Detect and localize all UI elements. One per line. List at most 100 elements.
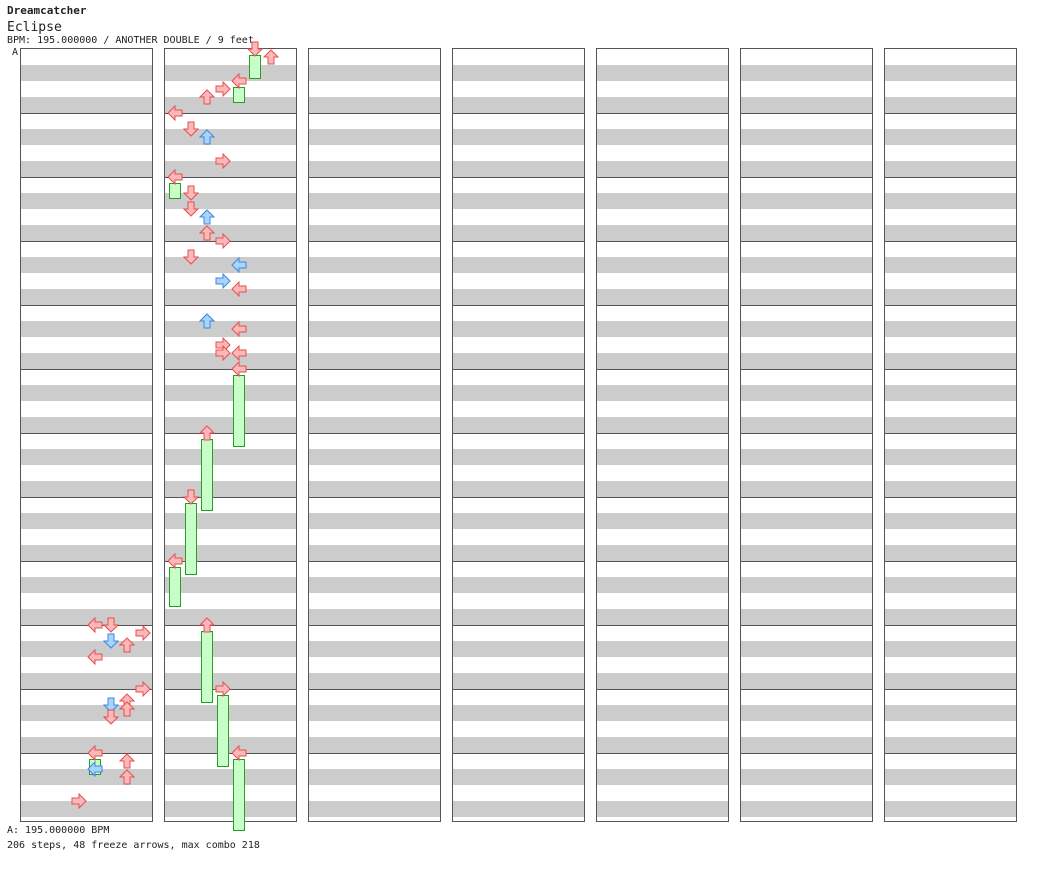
beat-stripe [453, 161, 584, 177]
beat-stripe [309, 161, 440, 177]
beat-stripe [453, 513, 584, 529]
beat-stripe [21, 801, 152, 817]
left-arrow-icon [231, 72, 247, 93]
measure-line [309, 113, 440, 114]
chart-column [452, 48, 585, 822]
right-arrow-icon [135, 680, 151, 701]
measure-line [453, 753, 584, 754]
left-arrow-icon [231, 320, 247, 341]
beat-stripe [597, 449, 728, 465]
measure-line [21, 561, 152, 562]
artist-name: Dreamcatcher [7, 4, 87, 17]
beat-stripe [453, 353, 584, 369]
beat-stripe [885, 129, 1016, 145]
beat-stripe [165, 289, 296, 305]
beat-stripe [597, 577, 728, 593]
measure-line [309, 753, 440, 754]
up-arrow-icon [118, 637, 136, 657]
measure-line [885, 561, 1016, 562]
freeze-arrow-icon [217, 695, 229, 767]
up-arrow-icon [118, 769, 136, 789]
beat-stripe [741, 161, 872, 177]
measure-line [309, 305, 440, 306]
measure-line [309, 689, 440, 690]
measure-line [21, 689, 152, 690]
beat-stripe [597, 65, 728, 81]
beat-stripe [597, 257, 728, 273]
measure-line [453, 625, 584, 626]
measure-line [885, 177, 1016, 178]
measure-line [741, 561, 872, 562]
up-arrow-icon [198, 425, 216, 445]
beat-stripe [21, 257, 152, 273]
beat-stripe [309, 705, 440, 721]
measure-line [453, 113, 584, 114]
beat-stripe [741, 417, 872, 433]
beat-stripe [165, 673, 296, 689]
up-arrow-icon [198, 225, 216, 245]
beat-stripe [597, 193, 728, 209]
measure-line [309, 241, 440, 242]
right-arrow-icon [215, 232, 231, 253]
measure-line [453, 369, 584, 370]
beat-stripe [741, 513, 872, 529]
beat-stripe [741, 225, 872, 241]
right-arrow-icon [135, 624, 151, 645]
beat-stripe [165, 449, 296, 465]
measure-line [741, 113, 872, 114]
beat-stripe [453, 97, 584, 113]
chart-info: BPM: 195.000000 / ANOTHER DOUBLE / 9 fee… [7, 35, 254, 46]
beat-stripe [21, 129, 152, 145]
beat-stripe [309, 193, 440, 209]
beat-stripe [885, 193, 1016, 209]
measure-line [741, 625, 872, 626]
beat-stripe [165, 65, 296, 81]
beat-stripe [597, 225, 728, 241]
beat-stripe [165, 161, 296, 177]
down-arrow-icon [182, 489, 200, 509]
beat-stripe [453, 705, 584, 721]
beat-stripe [741, 801, 872, 817]
footer-stats: 206 steps, 48 freeze arrows, max combo 2… [7, 840, 260, 851]
beat-stripe [309, 129, 440, 145]
freeze-arrow-icon [201, 439, 213, 511]
measure-line [165, 689, 296, 690]
beat-stripe [741, 321, 872, 337]
left-arrow-icon [87, 744, 103, 765]
beat-stripe [453, 385, 584, 401]
measure-line [165, 113, 296, 114]
beat-stripe [21, 577, 152, 593]
beat-stripe [741, 769, 872, 785]
beat-stripe [885, 353, 1016, 369]
measure-line [309, 433, 440, 434]
beat-stripe [21, 673, 152, 689]
beat-stripe [885, 449, 1016, 465]
beat-stripe [453, 481, 584, 497]
measure-line [165, 433, 296, 434]
measure-line [165, 561, 296, 562]
beat-stripe [309, 385, 440, 401]
measure-line [165, 753, 296, 754]
beat-stripe [309, 673, 440, 689]
beat-stripe [21, 705, 152, 721]
beat-stripe [309, 417, 440, 433]
beat-stripe [741, 129, 872, 145]
measure-line [741, 433, 872, 434]
beat-stripe [741, 385, 872, 401]
measure-line [885, 625, 1016, 626]
beat-stripe [453, 449, 584, 465]
freeze-arrow-icon [233, 375, 245, 447]
beat-stripe [309, 577, 440, 593]
beat-stripe [309, 545, 440, 561]
beat-stripe [885, 705, 1016, 721]
beat-stripe [597, 353, 728, 369]
right-arrow-icon [215, 272, 231, 293]
beat-stripe [453, 545, 584, 561]
measure-line [453, 433, 584, 434]
left-arrow-icon [231, 344, 247, 365]
beat-stripe [453, 225, 584, 241]
beat-stripe [597, 161, 728, 177]
freeze-arrow-icon [201, 631, 213, 703]
measure-line [597, 497, 728, 498]
measure-line [21, 177, 152, 178]
